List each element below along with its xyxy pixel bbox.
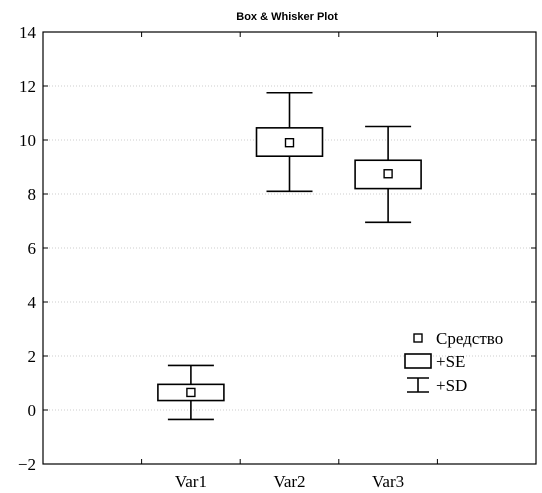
axes: −2 0 2 4 6 8 10 12 14 Var1 Var2 Var3 [18, 23, 536, 491]
y-tick-label: 10 [19, 131, 36, 150]
x-tick-label: Var3 [372, 472, 404, 491]
legend-se-box [404, 353, 432, 369]
legend-label-mean: Средство [436, 329, 503, 348]
box-var2 [255, 91, 324, 193]
plot-frame [42, 31, 537, 465]
legend-label-se: +SE [436, 352, 465, 371]
mean-marker [284, 137, 295, 148]
box-var3 [354, 125, 422, 224]
chart-title: Box & Whisker Plot [236, 11, 338, 23]
x-tick-label: Var1 [175, 472, 207, 491]
x-tick-label: Var2 [273, 472, 305, 491]
y-tick-label: 12 [19, 77, 36, 96]
mean-marker [186, 387, 196, 398]
y-tick-label: 14 [19, 23, 37, 42]
legend-label-sd: +SD [436, 376, 467, 395]
legend: Средство +SE +SD [404, 329, 503, 395]
y-tick-label: 6 [28, 239, 37, 258]
se-box [354, 159, 422, 190]
y-tick-label: 8 [28, 185, 37, 204]
legend-mean-marker [413, 333, 423, 343]
mean-marker [383, 169, 393, 179]
y-tick-label: 4 [28, 293, 37, 312]
boxes [157, 91, 422, 421]
box-var1 [157, 364, 225, 421]
y-tick-label: −2 [18, 455, 36, 474]
y-tick-label: 0 [28, 401, 37, 420]
y-tick-label: 2 [28, 347, 37, 366]
